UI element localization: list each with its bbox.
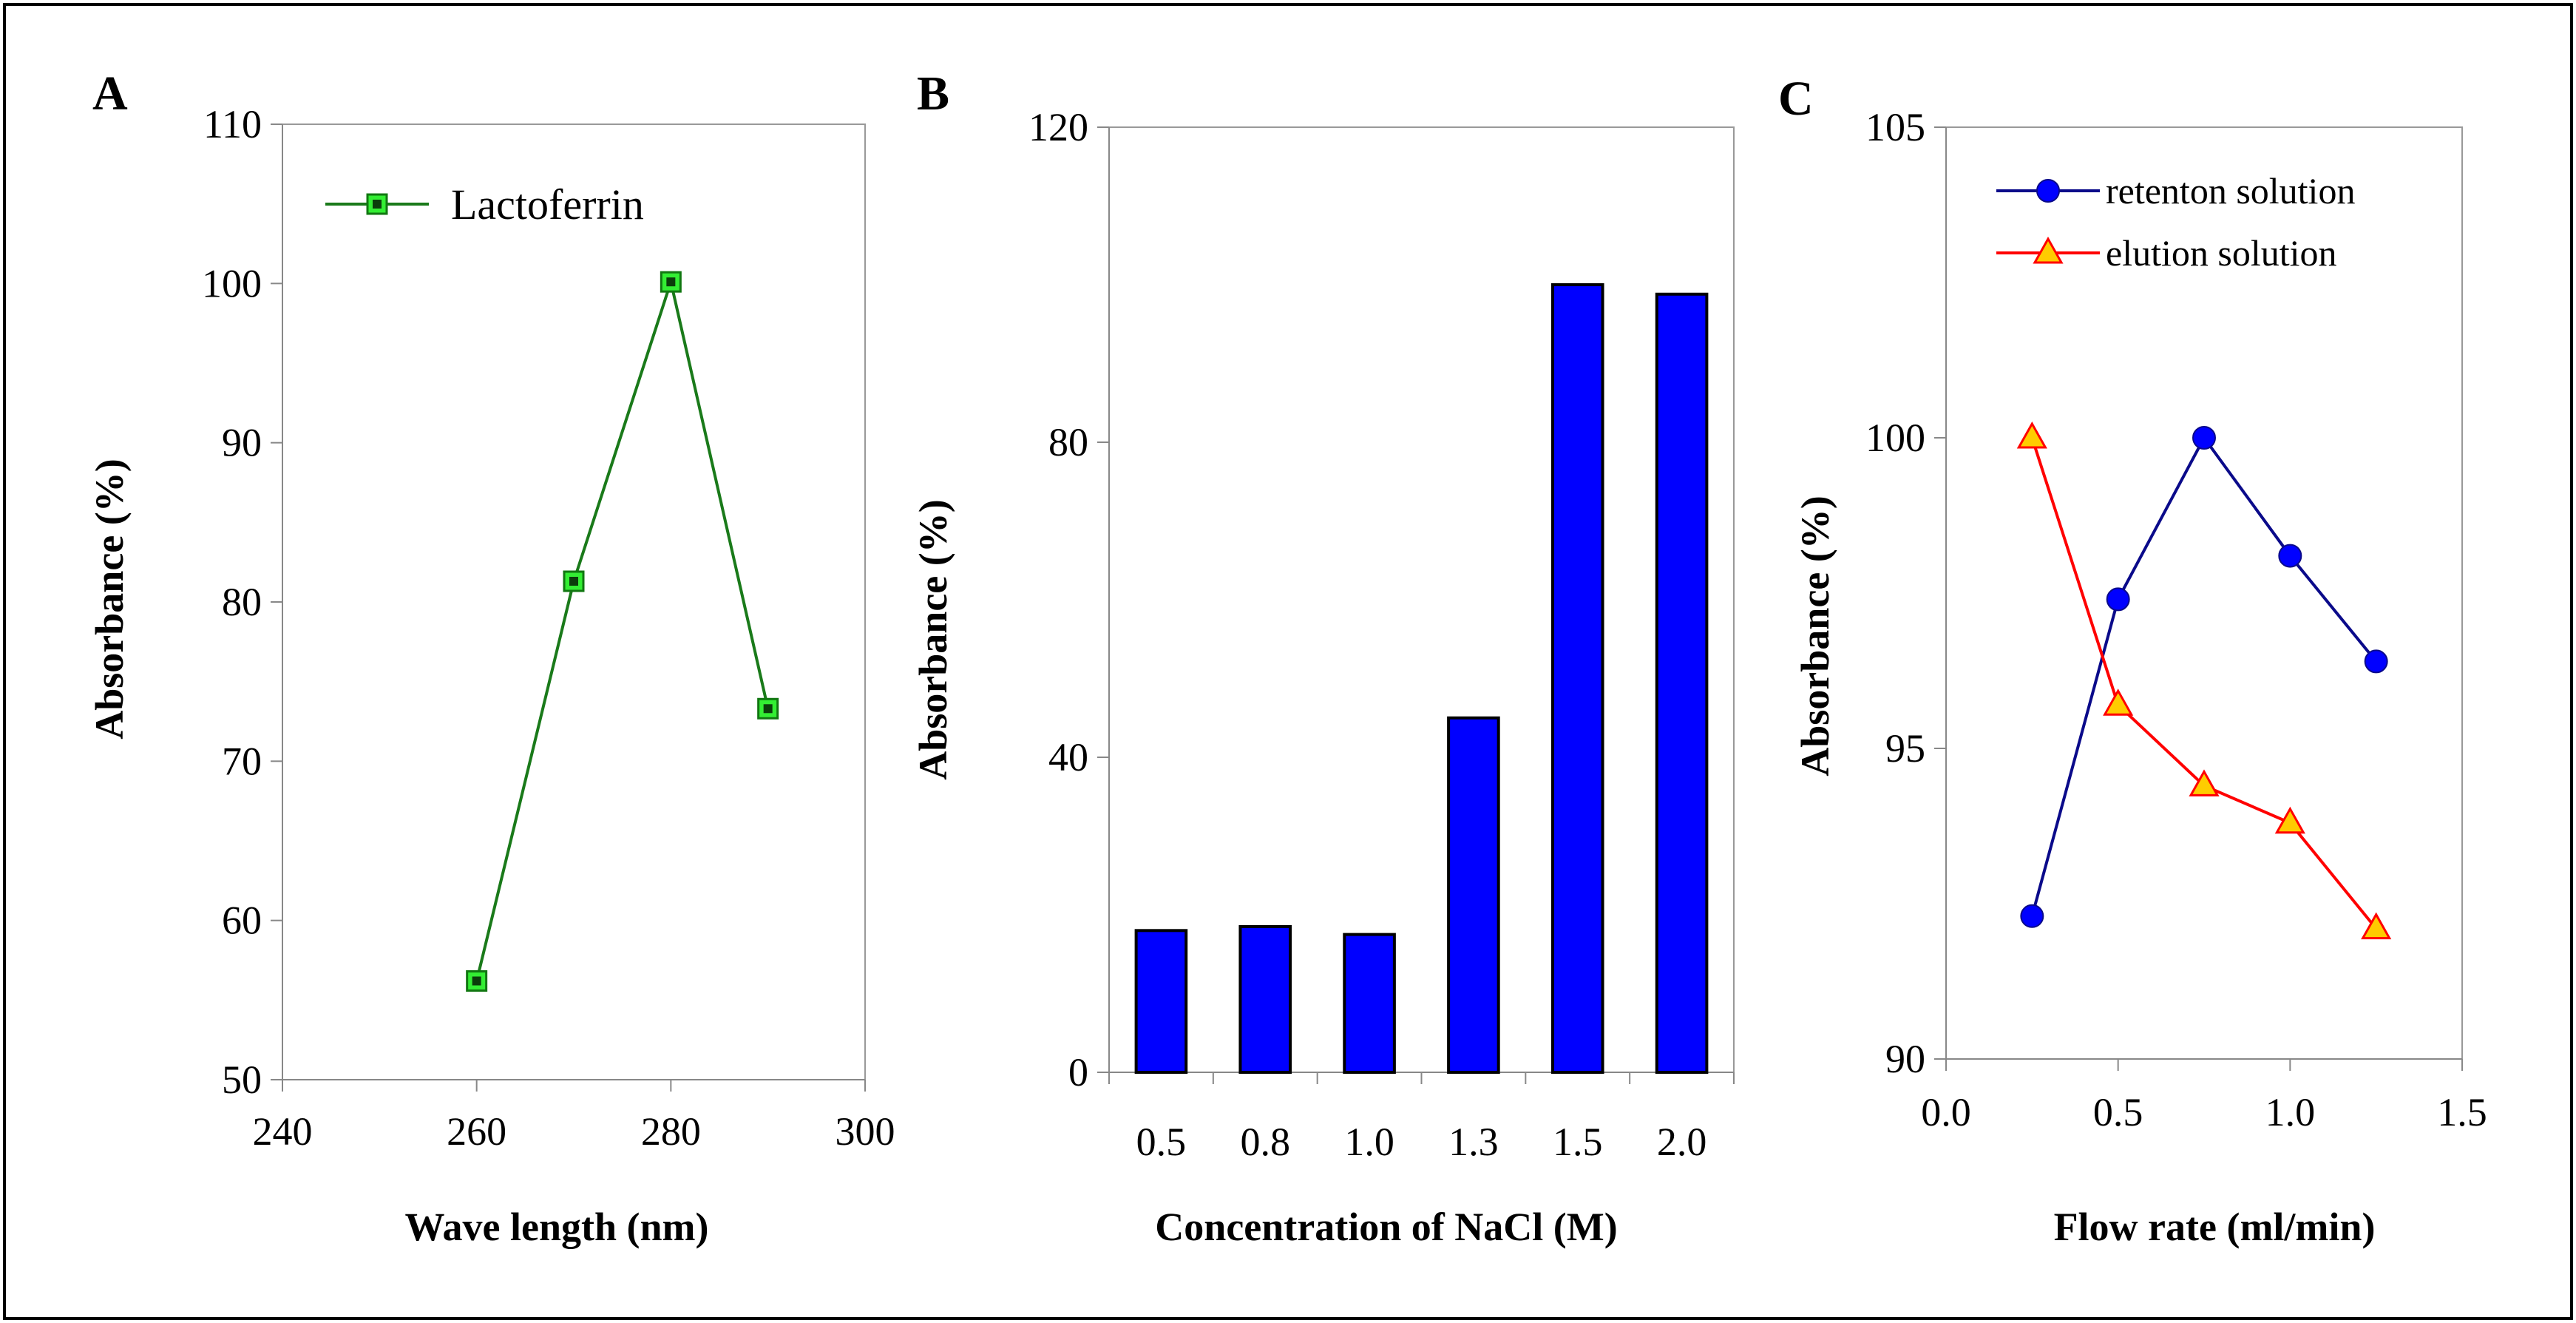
panel-c-y-tick-label: 95 — [1885, 726, 1925, 771]
panel-a-ylabel: Absorbance (%) — [87, 459, 132, 739]
panel-c-xlabel: Flow rate (ml/min) — [2054, 1205, 2376, 1249]
panel-a-y-tick-label: 50 — [222, 1058, 262, 1102]
panel-c-data-point — [2103, 688, 2134, 716]
panel-a-y-tick-label: 70 — [222, 739, 262, 783]
panel-c-data-point — [2016, 421, 2047, 449]
panel-b-y-tick-label: 80 — [1048, 420, 1088, 464]
panel-c-data-point — [2278, 544, 2302, 568]
panel-c-y-tick-label: 90 — [1885, 1037, 1925, 1081]
panel-c-data-point — [2189, 769, 2220, 796]
panel-c-data-point — [2106, 587, 2130, 612]
panel-b-bar — [1447, 716, 1500, 1074]
panel-b-bar — [1655, 292, 1709, 1074]
panel-a: A Absorbance (%) Wave length (nm) 50 60 70… — [87, 67, 895, 1249]
panel-b-x-tick-label: 0.8 — [1241, 1120, 1291, 1164]
panel-b-y-tick-label: 40 — [1048, 735, 1088, 779]
panel-c-ylabel: Absorbance (%) — [1793, 495, 1837, 776]
panel-a-y-tick-label: 60 — [222, 899, 262, 943]
panel-c-plot-area: 90 95 100 105 0.0 0.5 1.0 1.5 retenton solution e… — [1865, 105, 2487, 1134]
panel-a-legend-label: Lactoferrin — [451, 180, 644, 229]
panel-c-legend-label: elution solution — [2106, 232, 2337, 274]
panel-b-ylabel: Absorbance (%) — [911, 499, 955, 779]
panel-c-data-point — [2020, 904, 2044, 928]
panel-c-data-point — [2361, 912, 2392, 940]
panel-c-legend-marker — [2033, 236, 2064, 264]
panel-a-data-point-center — [569, 577, 578, 586]
panel-b-letter: B — [917, 67, 949, 121]
panel-c-x-tick-label: 1.5 — [2437, 1090, 2487, 1134]
panel-c-legend-marker — [2036, 179, 2060, 203]
panel-c-y-tick-label: 100 — [1865, 416, 1925, 460]
panel-c-y-tick-label: 105 — [1865, 105, 1925, 149]
panel-b-xlabel: Concentration of NaCl (M) — [1155, 1205, 1617, 1249]
panel-b-y-tick-label: 0 — [1068, 1050, 1088, 1094]
panel-b-plot-area: 0 40 80 120 0.5 0.8 1.0 1.3 1.5 2.0 — [1028, 105, 1735, 1164]
panel-a-y-tick-label: 80 — [222, 580, 262, 624]
panel-a-xlabel: Wave length (nm) — [405, 1205, 709, 1249]
panel-a-data-point-center — [763, 704, 773, 714]
figure-border — [3, 3, 2573, 1320]
panel-a-y-tick-label: 90 — [222, 421, 262, 465]
panel-b-x-tick-label: 1.3 — [1448, 1120, 1499, 1164]
panel-a-plot-area: 50 60 70 80 90 100 110 240 260 280 300 Lactoferrin — [202, 102, 895, 1154]
panel-b-x-tick-label: 2.0 — [1657, 1120, 1707, 1164]
panel-a-series-line — [475, 276, 770, 981]
panel-a-data-point-center — [472, 976, 481, 986]
panel-b: B Absorbance (%) Concentration of NaCl (… — [911, 67, 1735, 1249]
panel-b-y-tick-label: 120 — [1028, 105, 1088, 149]
panel-b-x-tick-label: 1.5 — [1553, 1120, 1603, 1164]
panel-c-data-point — [2192, 426, 2216, 450]
panel-a-x-tick-label: 260 — [447, 1109, 506, 1154]
panel-b-bar — [1343, 933, 1396, 1074]
panel-a-letter: A — [92, 67, 128, 121]
panel-c-data-point — [2274, 806, 2305, 834]
panel-c-data-point — [2364, 649, 2388, 674]
panel-c: C Absorbance (%) Flow rate (ml/min) 90 95… — [1778, 72, 2487, 1249]
panel-b-bar — [1238, 924, 1292, 1074]
panel-c-legend-label: retenton solution — [2106, 170, 2355, 212]
panel-b-bar — [1134, 929, 1188, 1075]
panel-a-legend-marker-center — [373, 200, 382, 209]
panel-c-x-tick-label: 0.5 — [2093, 1090, 2143, 1134]
panel-a-data-point-center — [666, 277, 676, 287]
panel-c-x-tick-label: 1.0 — [2265, 1090, 2316, 1134]
panel-a-y-tick-label: 110 — [203, 102, 262, 146]
panel-b-x-tick-label: 1.0 — [1344, 1120, 1394, 1164]
panel-c-letter: C — [1778, 72, 1814, 126]
panel-a-x-tick-label: 280 — [641, 1109, 701, 1154]
panel-c-x-tick-label: 0.0 — [1921, 1090, 1971, 1134]
panel-a-x-tick-label: 300 — [835, 1109, 895, 1154]
panel-b-bar — [1550, 283, 1604, 1074]
panel-a-x-tick-label: 240 — [253, 1109, 313, 1154]
panel-a-y-tick-label: 100 — [202, 261, 262, 305]
panel-b-x-tick-label: 0.5 — [1136, 1120, 1187, 1164]
